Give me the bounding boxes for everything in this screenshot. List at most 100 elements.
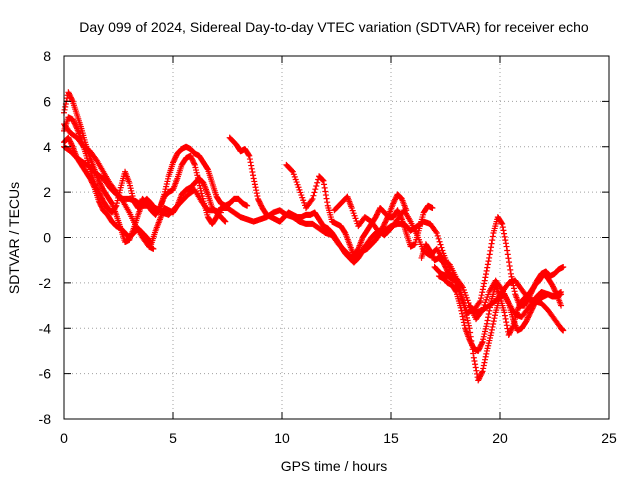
data-point: [483, 267, 490, 274]
y-tick-label: 2: [43, 184, 51, 200]
data-point: [112, 203, 119, 210]
data-point: [246, 156, 253, 163]
data-point: [62, 103, 69, 110]
data-point: [73, 124, 80, 131]
data-point: [253, 190, 260, 197]
data-point: [507, 270, 514, 277]
data-point: [478, 369, 485, 376]
data-point: [204, 165, 211, 172]
data-point: [310, 192, 317, 199]
y-tick-label: 6: [43, 93, 51, 109]
y-tick-label: -4: [39, 320, 52, 336]
data-point: [248, 162, 255, 169]
y-tick-label: 0: [43, 230, 51, 246]
y-tick-label: 4: [43, 139, 51, 155]
data-point: [222, 218, 229, 225]
data-point: [309, 195, 316, 202]
y-tick-label: -6: [39, 366, 52, 382]
series-pass-13: [61, 121, 157, 252]
data-point: [434, 232, 441, 239]
data-point: [319, 177, 326, 184]
data-point: [481, 277, 488, 284]
data-point: [90, 183, 97, 190]
data-point: [69, 97, 76, 104]
data-point: [489, 233, 496, 240]
data-point: [507, 266, 514, 273]
data-point: [150, 245, 157, 252]
x-tick-label: 5: [169, 430, 177, 446]
data-point: [489, 323, 496, 330]
data-point: [288, 167, 295, 174]
y-tick-label: -8: [39, 411, 52, 427]
axis-ticks: [63, 55, 610, 420]
data-point: [249, 169, 256, 176]
data-point: [320, 177, 327, 184]
data-point: [484, 317, 491, 324]
data-point: [254, 193, 261, 200]
data-point: [461, 322, 468, 329]
data-point: [472, 364, 479, 371]
data-point: [311, 189, 318, 196]
data-point: [482, 356, 489, 363]
data-point: [247, 159, 254, 166]
data-point: [502, 240, 509, 247]
data-point: [484, 261, 491, 268]
data-point: [250, 175, 257, 182]
data-point: [473, 367, 480, 374]
data-point: [438, 244, 445, 251]
data-point: [459, 310, 466, 317]
data-point: [479, 368, 486, 375]
data-point: [436, 238, 443, 245]
data-point: [470, 354, 477, 361]
data-point: [221, 217, 228, 224]
data-point: [476, 299, 483, 306]
data-point: [313, 182, 320, 189]
data-point: [485, 258, 492, 265]
x-tick-label: 25: [601, 430, 617, 446]
data-point: [481, 359, 488, 366]
data-point: [458, 307, 465, 314]
data-point: [501, 312, 508, 319]
data-point: [460, 316, 467, 323]
data-point: [460, 319, 467, 326]
data-point: [503, 319, 510, 326]
y-axis-label: SDTVAR / TECUs: [6, 182, 22, 294]
data-point: [322, 188, 329, 195]
data-point: [506, 263, 513, 270]
data-point: [492, 312, 499, 319]
x-tick-label: 0: [60, 430, 68, 446]
data-point: [483, 350, 490, 357]
data-point: [501, 309, 508, 316]
data-point: [253, 187, 260, 194]
data-point: [488, 326, 495, 333]
data-point: [560, 327, 567, 334]
data-point: [69, 142, 76, 149]
data-point: [506, 259, 513, 266]
data-point: [502, 315, 509, 322]
data-point: [433, 229, 440, 236]
data-point: [478, 340, 485, 347]
data-point: [435, 235, 442, 242]
data-point: [312, 186, 319, 193]
data-point: [470, 350, 477, 357]
data-point: [251, 178, 258, 185]
data-point: [486, 307, 493, 314]
x-tick-label: 20: [492, 430, 508, 446]
data-point: [505, 255, 512, 262]
data-point: [504, 247, 511, 254]
data-point: [503, 322, 510, 329]
data-point: [478, 295, 485, 302]
data-point: [480, 365, 487, 372]
data-point: [191, 160, 198, 167]
x-tick-label: 15: [383, 430, 399, 446]
data-point: [503, 243, 510, 250]
data-point: [482, 271, 489, 278]
data-point: [482, 353, 489, 360]
data-point: [486, 254, 493, 261]
data-point: [488, 329, 495, 336]
data-point: [437, 241, 444, 248]
data-point: [484, 264, 491, 271]
data-point: [319, 176, 326, 183]
data-point: [501, 230, 508, 237]
